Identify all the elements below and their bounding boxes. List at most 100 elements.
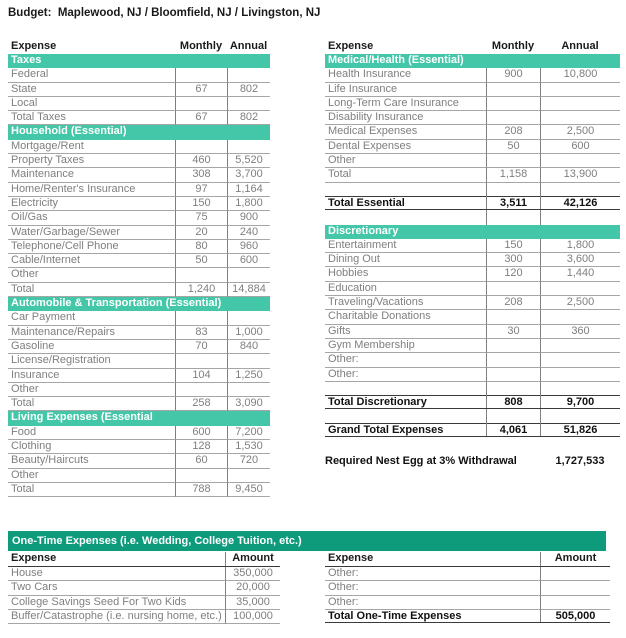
expense-cell[interactable]: Total bbox=[8, 397, 175, 412]
annual-cell[interactable]: 840 bbox=[227, 339, 270, 355]
monthly-cell[interactable] bbox=[486, 367, 540, 382]
monthly-cell[interactable]: 150 bbox=[175, 196, 227, 212]
monthly-cell[interactable] bbox=[175, 468, 227, 483]
annual-cell[interactable]: 802 bbox=[227, 111, 270, 126]
amount-cell[interactable] bbox=[540, 581, 610, 596]
monthly-cell[interactable] bbox=[175, 311, 227, 326]
annual-cell[interactable] bbox=[227, 311, 270, 326]
annual-cell[interactable]: 14,884 bbox=[227, 282, 270, 298]
annual-cell[interactable]: 802 bbox=[227, 82, 270, 97]
expense-cell[interactable]: Discretionary bbox=[328, 224, 399, 237]
expense-cell[interactable]: Telephone/Cell Phone bbox=[8, 240, 175, 255]
monthly-cell[interactable]: 70 bbox=[175, 339, 227, 355]
expense-cell[interactable]: Water/Garbage/Sewer bbox=[8, 226, 175, 240]
expense-cell[interactable]: License/Registration bbox=[8, 354, 175, 369]
expense-cell[interactable]: Beauty/Haircuts bbox=[8, 454, 175, 469]
expense-cell[interactable]: Federal bbox=[8, 68, 175, 83]
expense-cell[interactable]: Other: bbox=[325, 596, 540, 610]
monthly-cell[interactable] bbox=[486, 281, 540, 297]
annual-cell[interactable] bbox=[227, 268, 270, 283]
amount-column-header[interactable]: Amount bbox=[225, 552, 280, 566]
expense-cell[interactable]: Gifts bbox=[325, 325, 486, 339]
monthly-cell[interactable]: 75 bbox=[175, 211, 227, 226]
monthly-cell[interactable] bbox=[486, 82, 540, 97]
annual-cell[interactable]: 13,900 bbox=[540, 168, 620, 183]
monthly-cell[interactable]: 50 bbox=[486, 139, 540, 155]
expense-cell[interactable]: Home/Renter's Insurance bbox=[8, 183, 175, 197]
annual-cell[interactable]: 900 bbox=[227, 211, 270, 226]
monthly-cell[interactable] bbox=[486, 338, 540, 354]
annual-cell[interactable] bbox=[540, 281, 620, 297]
expense-cell[interactable]: Maintenance/Repairs bbox=[8, 326, 175, 340]
monthly-cell[interactable]: 808 bbox=[486, 396, 540, 409]
annual-cell[interactable]: 9,700 bbox=[540, 396, 620, 409]
monthly-cell[interactable]: 104 bbox=[175, 368, 227, 383]
expense-cell[interactable]: Other bbox=[8, 383, 175, 398]
annual-column-header[interactable]: Annual bbox=[561, 40, 599, 52]
annual-cell[interactable] bbox=[540, 210, 620, 225]
nest-egg-value[interactable]: 1,727,533 bbox=[555, 455, 605, 467]
annual-cell[interactable]: 1,250 bbox=[227, 368, 270, 383]
expense-cell[interactable] bbox=[325, 409, 486, 423]
annual-cell[interactable]: 720 bbox=[227, 454, 270, 469]
expense-cell[interactable]: Other: bbox=[325, 353, 486, 368]
annual-cell[interactable] bbox=[227, 354, 270, 369]
expense-cell[interactable]: Total bbox=[8, 283, 175, 298]
expense-cell[interactable]: Traveling/Vacations bbox=[325, 296, 486, 311]
monthly-cell[interactable]: 80 bbox=[175, 239, 227, 255]
expense-cell[interactable]: College Savings Seed For Two Kids bbox=[8, 596, 225, 610]
expense-cell[interactable] bbox=[325, 183, 486, 197]
expense-cell[interactable]: Other: bbox=[325, 567, 540, 582]
annual-cell[interactable] bbox=[540, 111, 620, 126]
amount-cell[interactable] bbox=[540, 595, 610, 610]
annual-cell[interactable]: 10,800 bbox=[540, 68, 620, 83]
monthly-cell[interactable]: 460 bbox=[175, 154, 227, 169]
expense-cell[interactable]: Dining Out bbox=[325, 253, 486, 268]
monthly-cell[interactable] bbox=[486, 381, 540, 397]
amount-cell[interactable] bbox=[540, 567, 610, 582]
expense-cell[interactable]: Other: bbox=[325, 581, 540, 596]
expense-column-header[interactable]: Expense bbox=[328, 552, 374, 564]
annual-cell[interactable]: 42,126 bbox=[540, 196, 620, 210]
amount-cell[interactable]: 100,000 bbox=[225, 609, 280, 625]
expense-cell[interactable]: Disability Insurance bbox=[325, 111, 486, 126]
monthly-cell[interactable]: 128 bbox=[175, 440, 227, 455]
monthly-cell[interactable] bbox=[486, 182, 540, 197]
annual-cell[interactable]: 3,700 bbox=[227, 168, 270, 183]
monthly-cell[interactable] bbox=[175, 354, 227, 369]
monthly-cell[interactable]: 150 bbox=[486, 238, 540, 254]
annual-cell[interactable] bbox=[540, 82, 620, 97]
expense-cell[interactable]: Other bbox=[8, 268, 175, 283]
annual-cell[interactable]: 5,520 bbox=[227, 154, 270, 169]
monthly-cell[interactable] bbox=[486, 310, 540, 325]
annual-cell[interactable]: 3,600 bbox=[540, 253, 620, 268]
expense-cell[interactable]: Gym Membership bbox=[325, 339, 486, 354]
annual-cell[interactable] bbox=[227, 68, 270, 83]
expense-cell[interactable]: Medical/Health (Essential) bbox=[328, 54, 464, 66]
annual-cell[interactable] bbox=[540, 409, 620, 424]
expense-cell[interactable]: Local bbox=[8, 97, 175, 112]
monthly-cell[interactable]: 120 bbox=[486, 267, 540, 282]
monthly-column-header[interactable]: Monthly bbox=[491, 40, 535, 52]
expense-cell[interactable]: Two Cars bbox=[8, 581, 225, 596]
expense-cell[interactable]: Living Expenses (Essential bbox=[11, 411, 153, 424]
monthly-cell[interactable]: 1,240 bbox=[175, 282, 227, 298]
expense-cell[interactable] bbox=[325, 382, 486, 396]
annual-cell[interactable]: 240 bbox=[227, 225, 270, 240]
expense-cell[interactable]: Life Insurance bbox=[325, 83, 486, 97]
expense-cell[interactable]: Household (Essential) bbox=[11, 125, 127, 138]
monthly-cell[interactable] bbox=[486, 96, 540, 112]
annual-cell[interactable] bbox=[540, 381, 620, 397]
annual-cell[interactable] bbox=[540, 353, 620, 368]
annual-cell[interactable] bbox=[227, 468, 270, 483]
expense-cell[interactable]: Food bbox=[8, 426, 175, 441]
annual-cell[interactable]: 2,500 bbox=[540, 125, 620, 140]
annual-cell[interactable]: 1,440 bbox=[540, 267, 620, 282]
annual-cell[interactable]: 1,164 bbox=[227, 182, 270, 197]
expense-cell[interactable]: Total bbox=[325, 168, 486, 183]
monthly-cell[interactable]: 50 bbox=[175, 254, 227, 269]
expense-cell[interactable]: Insurance bbox=[8, 369, 175, 383]
monthly-cell[interactable] bbox=[486, 154, 540, 169]
monthly-column-header[interactable]: Monthly bbox=[179, 40, 223, 52]
monthly-cell[interactable]: 900 bbox=[486, 68, 540, 83]
